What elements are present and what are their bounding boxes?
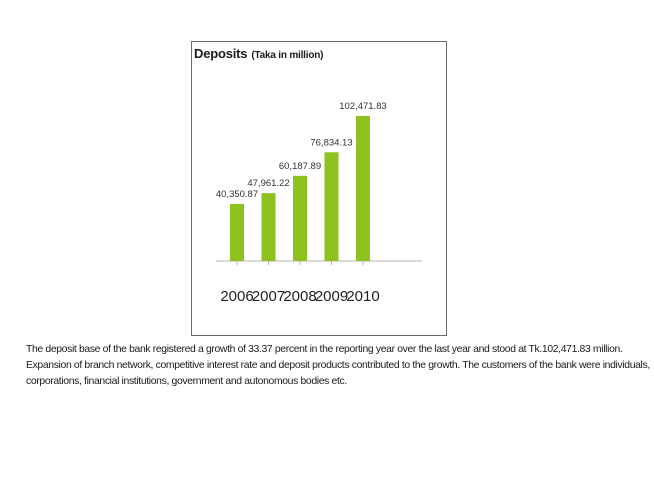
chart-title-text: Deposits <box>194 46 248 61</box>
data-label-2009: 76,834.13 <box>310 137 352 148</box>
bar-2006 <box>230 203 244 261</box>
x-tick-label-2006: 2006 <box>220 288 253 305</box>
data-label-2008: 60,187.89 <box>279 161 321 172</box>
data-label-2010: 102,471.83 <box>339 101 387 112</box>
caption-line-3: corporations, financial institutions, go… <box>26 376 347 387</box>
bar-2007 <box>261 193 276 261</box>
x-tick-label-2008: 2008 <box>283 288 316 305</box>
bar-2010 <box>356 116 370 261</box>
caption: The deposit base of the bank registered … <box>26 342 650 390</box>
chart-title: Deposits (Taka in million) <box>194 46 323 61</box>
chart-subtitle: (Taka in million) <box>251 50 324 61</box>
caption-line-1: The deposit base of the bank registered … <box>26 344 623 355</box>
chart-frame: Deposits (Taka in million) 40,350.87 2006 4… <box>191 41 447 336</box>
x-tick-label-2009: 2009 <box>315 288 348 305</box>
caption-line-2: Expansion of branch network, competitive… <box>26 360 650 371</box>
bar-2008 <box>293 175 307 261</box>
data-label-2006: 40,350.87 <box>216 189 258 200</box>
x-tick-label-2010: 2010 <box>346 288 379 305</box>
deposits-bar-chart: 40,350.87 2006 47,961.22 2007 60,187.89 2008 7… <box>216 101 422 305</box>
bar-2009 <box>324 152 339 261</box>
data-label-2007: 47,961.22 <box>247 178 289 189</box>
x-tick-label-2007: 2007 <box>252 288 285 305</box>
